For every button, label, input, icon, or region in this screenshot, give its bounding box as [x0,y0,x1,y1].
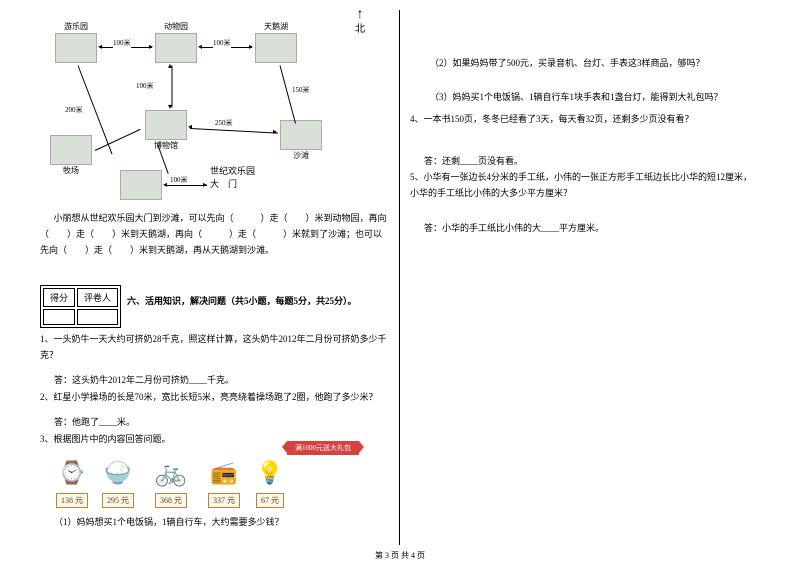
loc-beach-label: 沙滩 [280,150,322,161]
page-footer: 第 3 页 共 4 页 [0,550,800,561]
reviewer-label: 评卷人 [77,288,118,307]
ricecooker-icon: 🍚 [100,455,136,491]
loc-gate-img [120,170,162,200]
answer-2: 答：他跑了____米。 [54,415,389,428]
answer-4: 答：还剩____页没有看。 [424,154,760,167]
line-gate-museum [165,185,207,186]
arrow-zoo-swan-r: ▸ [249,42,253,51]
product-lamp: 💡 67 元 [252,455,288,508]
score-label: 得分 [43,288,75,307]
loc-museum-img [145,110,187,140]
answer-1: 答：这头奶牛2012年二月份可挤奶____千克。 [54,373,389,386]
loc-gate-text: 世纪欢乐园 大 门 [210,165,255,190]
dist-swan-beach: 150米 [292,85,310,95]
loc-museum-label: 博物馆 [145,140,187,151]
product-ricecooker: 🍚 295 元 [100,455,136,508]
dist-amuse-zoo: 100米 [113,38,131,48]
line-ranch-museum [95,129,141,151]
loc-gate-label2: 大 门 [210,179,237,189]
dist-zoo-museum: 100米 [136,81,154,91]
map-diagram: ↑ 北 游乐园 动物园 天鹅湖 牧场 博物馆 [50,15,340,205]
answer-5: 答：小华的手工纸比小伟的大____平方厘米。 [424,221,760,234]
score-table: 得分 评卷人 [40,285,121,328]
right-column: （2）如果妈妈带了500元，买录音机、台灯、手表这3样商品，够吗？ （3）妈妈买… [400,10,770,545]
price-ricecooker: 295 元 [102,493,134,508]
north-arrow-icon: ↑ [355,10,365,20]
arrow-mb-r: ▸ [273,127,277,136]
arrow-mb-l: ◂ [188,122,192,131]
loc-ranch-img [50,135,92,165]
loc-gate [120,170,162,200]
watch-icon: ⌚ [54,455,90,491]
loc-swanlake: 天鹅湖 [255,21,297,63]
radio-icon: 📻 [206,455,242,491]
section6-header: 得分 评卷人 六、活用知识，解决问题（共5小题，每题5分，共25分）。 [40,273,389,328]
loc-zoo-label: 动物园 [155,21,197,32]
loc-amusement-img [55,33,97,63]
product-watch: ⌚ 138 元 [54,455,90,508]
left-column: ↑ 北 游乐园 动物园 天鹅湖 牧场 博物馆 [30,10,400,545]
arrow-zoo-museum-b: ▾ [168,102,172,111]
question-4: 4、一本书150页，冬冬已经看了3天，每天看32页，还剩多少页没有看？ [410,111,760,127]
question-3-1: （1）妈妈想买1个电饭锅，1辆自行车，大约需要多少钱？ [54,514,389,530]
price-watch: 138 元 [56,493,88,508]
arrow-zoo-museum-t: ▴ [168,61,172,70]
map-question-text: 小丽想从世纪欢乐园大门到沙滩，可以先向（ ）走（ ）米到动物园，再向（ ）走（ … [40,210,389,259]
loc-ranch-label: 牧场 [50,165,92,176]
dist-gate-museum: 100米 [170,175,188,185]
bicycle-icon: 🚲 [146,455,196,491]
question-1: 1、一头奶牛一天大约可挤奶28千克，照这样计算，这头奶牛2012年二月份可挤奶多… [40,331,389,363]
product-radio: 📻 337 元 [206,455,242,508]
lamp-icon: 💡 [252,455,288,491]
loc-zoo-img [155,33,197,63]
loc-gate-label1: 世纪欢乐园 [210,166,255,176]
price-lamp: 67 元 [256,493,284,508]
question-3-3: （3）妈妈买1个电饭锅、1辆自行车1块手表和1盏台灯，能得到大礼包吗？ [430,89,760,105]
exam-page: ↑ 北 游乐园 动物园 天鹅湖 牧场 博物馆 [0,0,800,565]
product-row: 满1000元送大礼包 ⌚ 138 元 🍚 295 元 🚲 368 元 📻 337… [54,455,389,508]
arrow-gm-l: ◂ [163,180,167,189]
price-bicycle: 368 元 [155,493,187,508]
loc-beach: 沙滩 [280,120,322,162]
question-3-2: （2）如果妈妈带了500元，买录音机、台灯、手表这3样商品，够吗？ [430,55,760,71]
question-5: 5、小华有一张边长4分米的手工纸，小伟的一张正方形手工纸边长比小华的短12厘米，… [410,169,760,201]
loc-swanlake-label: 天鹅湖 [255,21,297,32]
loc-museum: 博物馆 [145,110,187,152]
north-label: 北 [355,24,365,35]
arrow-amuse-zoo-r: ▸ [149,42,153,51]
question-2: 2、红星小学操场的长是70米，宽比长短5米，亮亮绕着操场跑了2圈，他跑了多少米？ [40,389,389,405]
arrow-amuse-zoo-l: ◂ [98,42,102,51]
dist-museum-beach: 250米 [215,118,233,128]
arrow-gm-r: ▸ [203,180,207,189]
line-museum-beach [190,128,278,134]
compass-north: ↑ 北 [355,10,365,35]
loc-ranch: 牧场 [50,135,92,177]
product-bicycle: 🚲 368 元 [146,455,196,508]
loc-amusement-label: 游乐园 [55,21,97,32]
section6-title: 六、活用知识，解决问题（共5小题，每题5分，共25分）。 [127,294,357,307]
price-radio: 337 元 [208,493,240,508]
arrow-zoo-swan-l: ◂ [198,42,202,51]
loc-beach-img [280,120,322,150]
loc-amusement: 游乐园 [55,21,97,63]
loc-zoo: 动物园 [155,21,197,63]
dist-zoo-swan: 100米 [213,38,231,48]
loc-swanlake-img [255,33,297,63]
promo-banner: 满1000元送大礼包 [287,441,359,455]
dist-ranch-museum: 200米 [65,105,83,115]
